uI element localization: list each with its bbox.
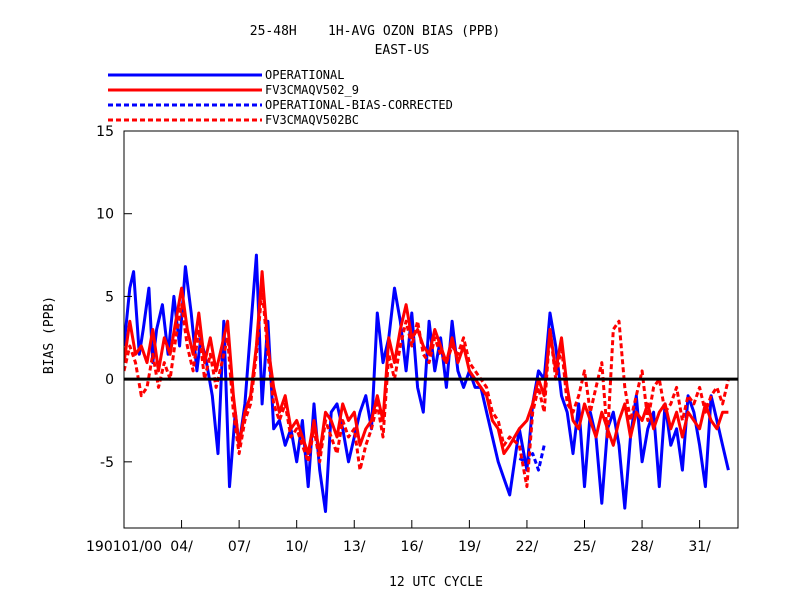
- series-line-0: [124, 253, 730, 513]
- x-tick-label: 31/: [688, 539, 711, 555]
- legend-label-1: FV3CMAQV502_9: [265, 83, 359, 97]
- x-tick-label: 04/: [170, 539, 193, 555]
- legend-label-3: FV3CMAQV502BC: [265, 113, 359, 127]
- series-line-1: [124, 270, 729, 456]
- axes: -5 0 5 10 15 190101/00 04/07/10/13/16/19/22/25…: [86, 124, 739, 555]
- x-tick-label: 07/: [228, 539, 251, 555]
- y-tick-label: 10: [96, 207, 114, 223]
- y-tick-label: 0: [105, 372, 114, 388]
- y-axis-label: BIAS (PPB): [42, 296, 57, 374]
- plot-frame: [123, 130, 739, 529]
- chart-title: 25-48H 1H-AVG OZON BIAS (PPB): [250, 24, 500, 39]
- x-tick-label: 25/: [573, 539, 596, 555]
- x-tick-label: 22/: [516, 539, 539, 555]
- x-tick-label: 13/: [343, 539, 366, 555]
- x-tick-label: 19/: [458, 539, 481, 555]
- plot-area: [124, 253, 730, 513]
- x-axis-label: 12 UTC CYCLE: [389, 575, 483, 590]
- y-tick-label: -5: [100, 455, 114, 471]
- y-tick-label: 5: [105, 289, 114, 305]
- x-tick-label: 190101/00: [86, 539, 162, 555]
- x-tick-label: 28/: [631, 539, 654, 555]
- legend-label-0: OPERATIONAL: [265, 68, 344, 82]
- legend-label-2: OPERATIONAL-BIAS-CORRECTED: [265, 98, 453, 112]
- chart-subtitle: EAST-US: [375, 43, 430, 58]
- x-tick-label: 10/: [285, 539, 308, 555]
- series-line-3: [124, 286, 730, 489]
- y-tick-label: 15: [96, 124, 114, 140]
- x-tick-label: 16/: [401, 539, 424, 555]
- series-group: [124, 253, 730, 513]
- series-line-2: [518, 444, 546, 472]
- legend: OPERATIONALFV3CMAQV502_9OPERATIONAL-BIAS…: [108, 68, 453, 127]
